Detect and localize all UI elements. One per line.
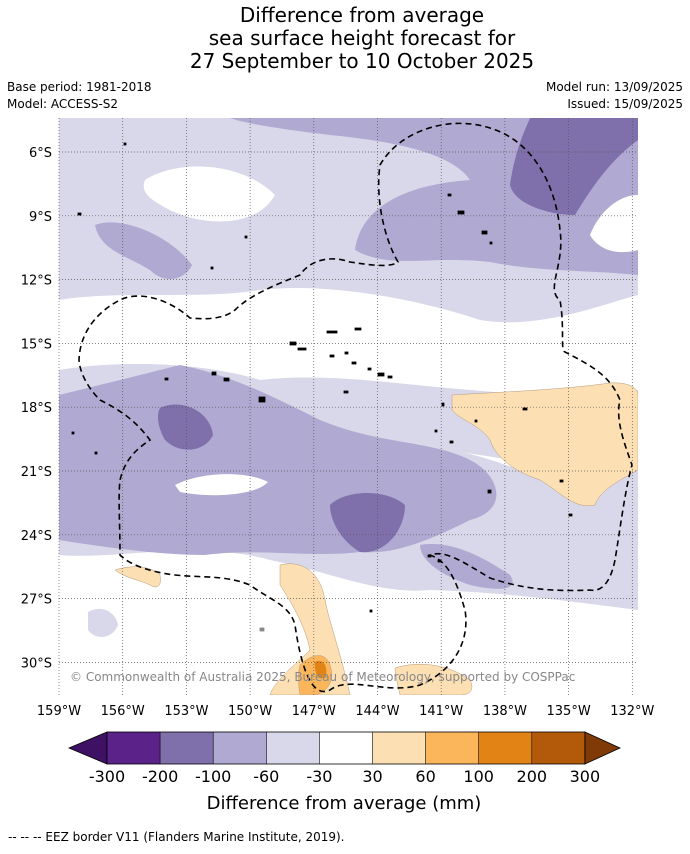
chart-title: Difference from average sea surface heig… [0,4,690,73]
eez-footnote: -- -- -- EEZ border V11 (Flanders Marine… [8,830,345,844]
lat-tick-label: 21°S [21,465,52,480]
lat-tick-label: 12°S [21,274,52,289]
colorbar-segment [478,732,532,764]
anomaly-field [59,118,638,695]
longitude-labels: 159°W 156°W 153°W 150°W 147°W 144°W 141°W 138°W… [37,704,655,719]
colorbar-tick-label: -300 [89,767,125,786]
colorbar-extend-high [584,731,621,765]
band-north-dark [510,118,638,215]
lon-tick-label: 141°W [419,704,463,719]
colorbar-segment [372,732,426,764]
positive-south-east [394,663,473,695]
colorbar-tick-label: -100 [195,767,231,786]
colorbar-segment [266,732,320,764]
colorbar-tick-label: 100 [463,767,494,786]
lon-tick-label: 150°W [228,704,272,719]
lat-tick-label: 30°S [21,656,52,671]
title-line-2: sea surface height forecast for [208,26,516,50]
copyright-text: © Commonwealth of Australia 2025, Bureau… [70,670,575,684]
colorbar-segment [319,732,373,764]
lat-tick-label: 27°S [21,593,52,608]
title-line-3: 27 September to 10 October 2025 [189,49,535,73]
lon-tick-label: 156°W [101,704,145,719]
lat-tick-label: 6°S [29,146,52,161]
lat-tick-label: 24°S [21,529,52,544]
meta-right: Model run: 13/09/2025 Issued: 15/09/2025 [546,79,683,113]
lon-tick-label: 159°W [37,704,81,719]
neutral-hole [175,474,268,496]
colorbar-segment [160,732,214,764]
meta-left: Base period: 1981-2018 Model: ACCESS-S2 [7,79,152,113]
colorbar-title: Difference from average (mm) [207,793,482,814]
colorbar-tick-label: 30 [362,767,382,786]
band-middle-dark-east [330,492,405,553]
colorbar [67,731,621,765]
neutral-north-east [590,195,638,253]
positive-east [451,382,638,507]
colorbar-tick-label: 300 [570,767,601,786]
colorbar-tick-label: -60 [253,767,279,786]
colorbar-tick-label: 60 [415,767,435,786]
colorbar-extend-low [67,731,108,765]
colorbar-segment [531,732,585,764]
band-southwest [88,608,118,637]
lon-tick-label: 147°W [292,704,336,719]
lat-tick-label: 15°S [21,337,52,352]
colorbar-segment [425,732,479,764]
graticule [58,118,638,695]
colorbar-segment [213,732,267,764]
model-name: Model: ACCESS-S2 [7,97,119,111]
colorbar-tick-label: -200 [142,767,178,786]
neutral-band [59,288,638,396]
positive-south-core [314,660,327,679]
lon-tick-label: 144°W [355,704,399,719]
colorbar-tick-label: 200 [517,767,548,786]
lon-tick-label: 132°W [610,704,654,719]
neutral-south [59,550,638,695]
lon-tick-label: 138°W [483,704,527,719]
issued-date: Issued: 15/09/2025 [567,97,683,111]
colorbar-tick-label: -30 [306,767,332,786]
latitude-labels: 6°S 9°S 12°S 15°S 18°S 21°S 24°S 27°S 30°S [21,146,52,671]
band-middle-dark-west [157,404,213,450]
colorbar-segment [107,732,161,764]
model-run: Model run: 13/09/2025 [545,80,683,94]
lon-tick-label: 135°W [547,704,591,719]
lon-tick-label: 153°W [164,704,208,719]
lat-tick-label: 9°S [29,210,52,225]
lat-tick-label: 18°S [21,401,52,416]
islands [71,142,573,632]
colorbar-labels: -300 -200 -100 -60 -30 30 60 100 200 300 [89,767,600,786]
base-period: Base period: 1981-2018 [7,80,152,94]
colorbar-outline [106,731,586,765]
neutral-north-west [143,166,275,222]
band-northwest [95,222,192,280]
title-line-1: Difference from average [239,3,485,27]
